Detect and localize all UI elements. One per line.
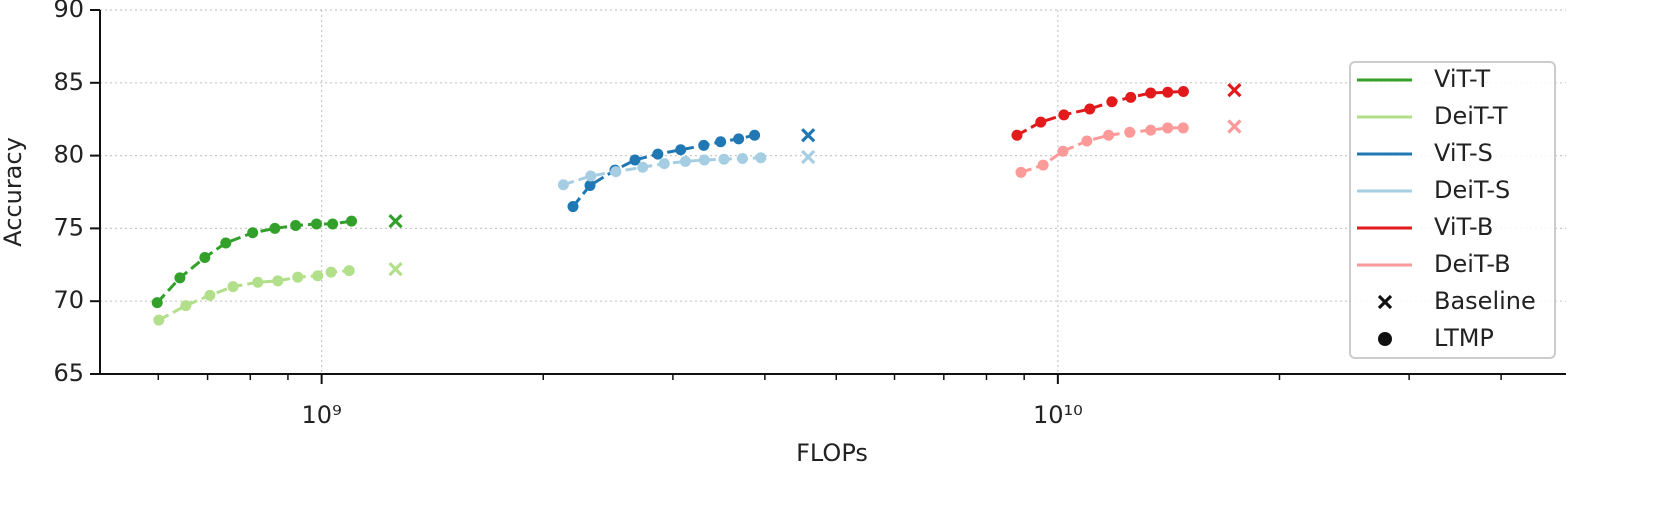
legend-label: Baseline bbox=[1434, 287, 1536, 315]
ltmp-point bbox=[652, 148, 664, 160]
ltmp-point bbox=[1124, 126, 1136, 138]
ltmp-point bbox=[1145, 87, 1157, 99]
ltmp-point bbox=[637, 161, 649, 173]
ltmp-point bbox=[1162, 86, 1174, 98]
legend-marker bbox=[1377, 294, 1393, 310]
ltmp-point bbox=[658, 158, 670, 170]
ltmp-point bbox=[174, 272, 186, 284]
legend-label: DeiT-S bbox=[1434, 176, 1510, 204]
ltmp-point bbox=[610, 166, 622, 178]
ltmp-point bbox=[199, 252, 211, 264]
ltmp-point bbox=[269, 222, 281, 234]
ltmp-point bbox=[718, 153, 730, 165]
ltmp-point bbox=[567, 201, 579, 213]
ltmp-point bbox=[1011, 129, 1023, 141]
legend-box bbox=[1349, 61, 1556, 359]
baseline-marker bbox=[801, 149, 816, 165]
ltmp-point bbox=[227, 281, 239, 293]
ltmp-point bbox=[698, 154, 710, 166]
ltmp-point bbox=[204, 289, 216, 301]
ltmp-point bbox=[749, 129, 761, 141]
ltmp-point bbox=[310, 218, 322, 230]
ltmp-point bbox=[343, 265, 355, 277]
ltmp-point bbox=[1106, 96, 1118, 108]
ltmp-point bbox=[629, 154, 641, 166]
ltmp-point bbox=[180, 300, 192, 312]
ltmp-point bbox=[1103, 129, 1115, 141]
y-axis-label: Accuracy bbox=[0, 137, 27, 247]
y-tick-label: 75 bbox=[53, 213, 84, 241]
baseline-marker bbox=[1227, 119, 1242, 134]
ltmp-point bbox=[220, 237, 232, 249]
ltmp-point bbox=[1015, 166, 1027, 178]
ltmp-point bbox=[1125, 91, 1137, 103]
series-line bbox=[158, 269, 350, 322]
legend-label: DeiT-T bbox=[1434, 102, 1508, 130]
ltmp-point bbox=[346, 215, 358, 227]
ltmp-point bbox=[327, 218, 339, 230]
ltmp-point bbox=[290, 219, 302, 231]
ltmp-point bbox=[715, 136, 727, 148]
x-tick-label: 10¹⁰ bbox=[1033, 401, 1083, 429]
x-tick-label: 10⁹ bbox=[302, 401, 342, 429]
ltmp-point bbox=[679, 155, 691, 167]
ltmp-point bbox=[153, 314, 165, 326]
ltmp-point bbox=[584, 179, 596, 191]
ltmp-point bbox=[1145, 124, 1157, 136]
ltmp-point bbox=[1058, 109, 1070, 121]
legend-marker bbox=[1378, 332, 1392, 346]
ltmp-point bbox=[1035, 116, 1047, 128]
ltmp-point bbox=[755, 152, 767, 164]
ltmp-point bbox=[151, 297, 163, 309]
ltmp-point bbox=[675, 144, 687, 156]
y-tick-label: 85 bbox=[53, 68, 84, 96]
ltmp-point bbox=[247, 227, 259, 239]
ltmp-point bbox=[1177, 86, 1189, 98]
ltmp-point bbox=[1037, 159, 1049, 171]
ltmp-point bbox=[737, 153, 749, 165]
series-line bbox=[562, 156, 761, 187]
ltmp-point bbox=[1084, 103, 1096, 115]
ltmp-point bbox=[325, 266, 337, 278]
legend: ViT-T DeiT-T ViT-S DeiT-S ViT-B DeiT-B Baselin… bbox=[1349, 61, 1556, 359]
ltmp-point bbox=[252, 276, 264, 288]
ltmp-point bbox=[585, 170, 597, 182]
ltmp-point bbox=[1057, 145, 1069, 157]
ltmp-point bbox=[272, 275, 284, 287]
ltmp-point bbox=[557, 179, 569, 191]
x-axis-label: FLOPs bbox=[796, 439, 868, 467]
ltmp-point bbox=[698, 139, 710, 151]
series-line bbox=[571, 133, 755, 208]
ltmp-point bbox=[1162, 122, 1174, 134]
ltmp-point bbox=[733, 133, 745, 145]
ltmp-point bbox=[312, 270, 324, 282]
baseline-marker bbox=[1227, 82, 1242, 98]
legend-label: ViT-B bbox=[1434, 213, 1493, 241]
legend-label: ViT-T bbox=[1434, 65, 1490, 93]
baseline-marker bbox=[801, 128, 816, 143]
baseline-marker bbox=[388, 213, 403, 229]
y-tick-label: 70 bbox=[53, 286, 84, 314]
y-tick-label: 90 bbox=[53, 0, 84, 23]
ltmp-point bbox=[1177, 122, 1189, 134]
series-line bbox=[156, 219, 352, 304]
ltmp-point bbox=[1081, 135, 1093, 147]
legend-label: LTMP bbox=[1434, 324, 1494, 352]
baseline-marker bbox=[388, 262, 403, 277]
legend-label: ViT-S bbox=[1434, 139, 1493, 167]
y-tick-label: 65 bbox=[53, 359, 84, 387]
legend-label: DeiT-B bbox=[1434, 250, 1511, 278]
ltmp-point bbox=[292, 271, 304, 283]
y-tick-label: 80 bbox=[53, 141, 84, 169]
